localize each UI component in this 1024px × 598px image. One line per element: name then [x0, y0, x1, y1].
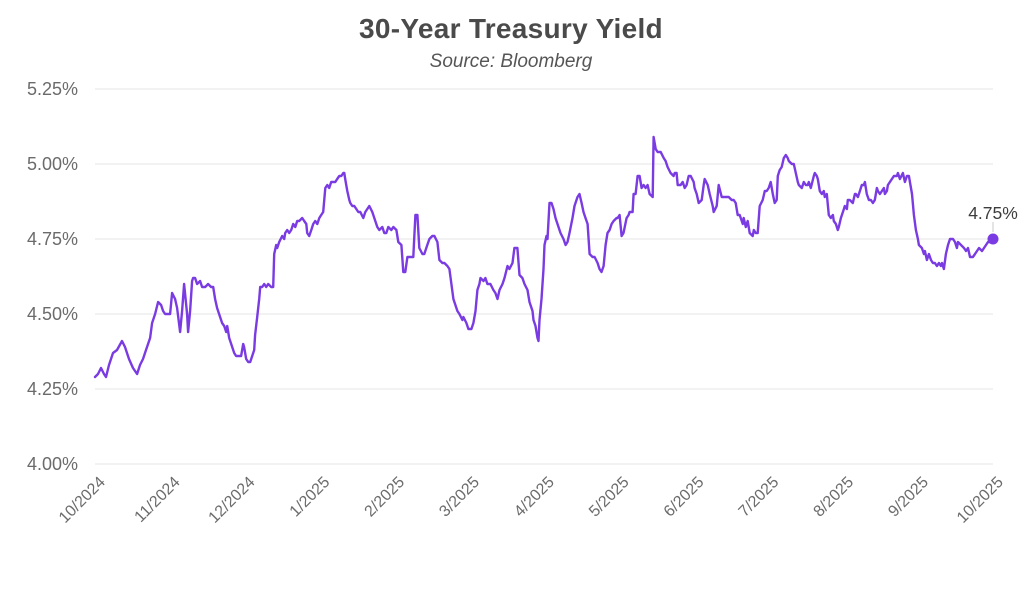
y-axis-labels-group: 4.00% 4.25% 4.50% 4.75% 5.00% 5.25%	[27, 79, 78, 474]
gridlines-group	[95, 88, 993, 465]
x-tick-label: 4/2025	[511, 474, 558, 521]
x-tick-label: 3/2025	[436, 474, 483, 521]
x-tick-label: 5/2025	[586, 474, 633, 521]
y-tick-label: 4.50%	[27, 304, 78, 324]
yield-series-line	[93, 135, 995, 379]
x-tick-label: 12/2024	[206, 474, 259, 527]
last-point-marker	[987, 233, 999, 245]
series-group	[93, 135, 995, 379]
chart-title: 30-Year Treasury Yield	[359, 13, 663, 44]
x-tick-label: 11/2024	[132, 474, 184, 526]
x-axis-labels-group: 10/2024 11/2024 12/2024 1/2025 2/2025 3/2025 4…	[56, 474, 1007, 527]
x-tick-label: 2/2025	[362, 474, 409, 521]
y-tick-label: 4.00%	[27, 454, 78, 474]
end-annotation-group: 4.75%	[968, 203, 1018, 245]
x-tick-label: 1/2025	[287, 474, 334, 521]
y-tick-label: 5.00%	[27, 154, 78, 174]
y-tick-label: 4.25%	[27, 379, 78, 399]
chart-subtitle: Source: Bloomberg	[430, 51, 593, 72]
x-tick-label: 6/2025	[661, 474, 708, 521]
y-tick-label: 4.75%	[27, 229, 78, 249]
x-tick-label: 8/2025	[811, 474, 858, 521]
x-tick-label: 9/2025	[885, 474, 932, 521]
x-tick-label: 10/2025	[954, 474, 1007, 527]
last-value-label: 4.75%	[968, 203, 1018, 223]
x-tick-label: 10/2024	[56, 474, 109, 527]
y-tick-label: 5.25%	[27, 79, 78, 99]
x-tick-label: 7/2025	[736, 474, 783, 521]
